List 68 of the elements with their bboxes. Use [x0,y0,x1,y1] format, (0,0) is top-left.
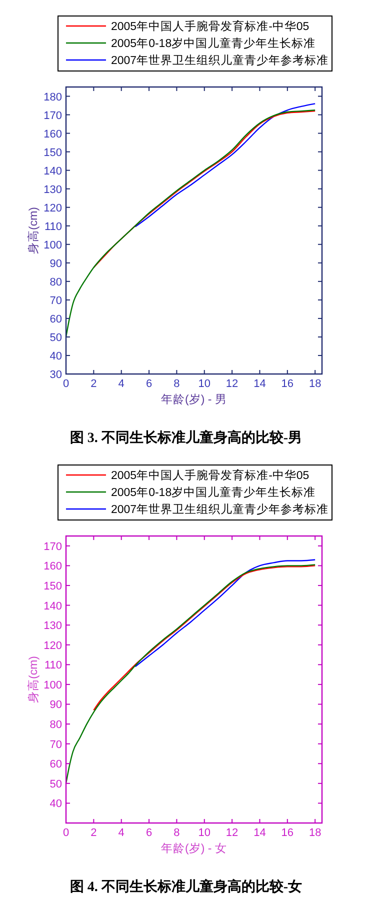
line-series [65,110,316,338]
y-tick-label: 140 [44,165,62,178]
x-axis-title: 年龄(岁) - 女 [161,842,227,855]
text: 图 4. 不同生长标准儿童身高的比较-女 [70,878,302,895]
y-tick-label: 150 [44,580,62,592]
x-tick-label: 12 [226,827,238,839]
y-tick-label: 110 [44,220,62,233]
x-tick-label: 10 [198,378,211,390]
legend-label: 2007年世界卫生组织儿童青少年参考标准 [111,502,329,516]
legend-label: 2005年0-18岁中国儿童青少年生长标准 [111,36,316,50]
y-axis-title: 身高(cm) [26,656,40,703]
y-tick-label: 50 [50,332,62,344]
x-tick-label: 6 [146,827,152,839]
x-tick-label: 14 [254,827,266,839]
x-tick-label: 2 [90,378,97,390]
x-tick-label: 16 [281,827,294,839]
y-tick-label: 160 [44,560,62,573]
y-tick-label: 160 [44,128,62,140]
y-tick-label: 150 [44,146,62,159]
y-tick-label: 130 [44,184,62,196]
x-tick-label: 2 [90,827,97,839]
x-tick-label: 8 [174,378,180,390]
x-tick-label: 4 [118,827,124,839]
line-series [65,564,316,784]
y-tick-label: 90 [50,699,62,712]
y-tick-label: 70 [50,738,62,751]
y-tick-label: 40 [50,350,62,362]
line-series [93,565,316,711]
y-tick-label: 60 [50,758,62,771]
x-tick-label: 0 [62,378,70,390]
y-tick-label: 50 [50,778,62,790]
x-axis-title: 年龄(岁) - 男 [161,393,227,406]
y-tick-label: 40 [50,798,62,810]
x-tick-label: 4 [118,378,124,390]
y-tick-label: 180 [44,91,62,104]
legend-label: 2007年世界卫生组织儿童青少年参考标准 [111,53,329,67]
y-tick-label: 130 [44,620,62,632]
line-series [134,559,316,668]
y-tick-label: 120 [44,640,62,652]
y-tick-label: 70 [50,294,62,307]
y-tick-label: 170 [44,110,62,122]
y-tick-label: 30 [50,369,62,381]
y-tick-label: 170 [44,540,62,553]
y-tick-label: 110 [44,660,62,672]
legend-label: 2005年中国人手腕骨发育标准-中华05 [111,19,310,33]
legend-label: 2005年中国人手腕骨发育标准-中华05 [111,468,310,482]
x-tick-label: 0 [62,827,70,839]
line-series [134,103,316,228]
line-series [93,110,316,268]
text: 图 3. 不同生长标准儿童身高的比较-男 [70,429,302,446]
y-tick-label: 120 [44,202,62,214]
y-axis-title: 身高(cm) [26,206,40,254]
y-tick-label: 140 [44,600,62,612]
x-tick-label: 8 [174,827,180,839]
x-tick-label: 18 [308,378,322,390]
y-tick-label: 80 [50,276,62,288]
y-tick-label: 100 [44,679,62,692]
x-tick-label: 16 [281,378,294,390]
y-tick-label: 60 [50,313,62,326]
y-tick-label: 90 [50,258,62,270]
x-tick-label: 6 [146,378,152,390]
legend-label: 2005年0-18岁中国儿童青少年生长标准 [111,485,316,499]
y-tick-label: 80 [50,719,62,732]
x-tick-label: 10 [198,827,211,839]
x-tick-label: 14 [254,378,266,390]
x-tick-label: 18 [308,827,322,839]
x-tick-label: 12 [226,378,238,390]
y-tick-label: 100 [44,239,62,252]
